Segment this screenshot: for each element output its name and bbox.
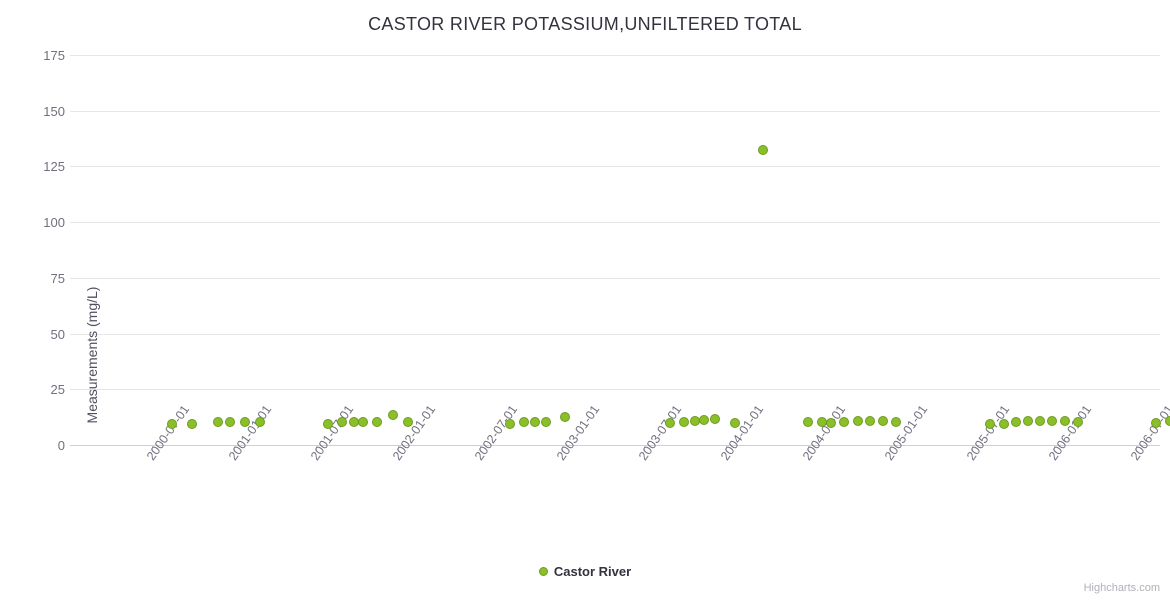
data-point[interactable] [1165,416,1170,426]
data-point[interactable] [530,417,540,427]
gridline [70,278,1160,279]
data-point[interactable] [1151,418,1161,428]
data-point[interactable] [985,419,995,429]
ytick-label: 50 [10,327,65,342]
data-point[interactable] [541,417,551,427]
ytick-label: 100 [10,215,65,230]
data-point[interactable] [878,416,888,426]
plot-area: 175 150 125 100 75 50 25 0 Measurements … [70,55,1160,445]
ytick-label: 125 [10,159,65,174]
data-point[interactable] [891,417,901,427]
legend: Castor River [0,563,1170,581]
data-point[interactable] [358,417,368,427]
gridline [70,55,1160,56]
gridline [70,389,1160,390]
data-point[interactable] [1060,416,1070,426]
xtick-label: 2006-01-01 [1046,403,1094,463]
ytick-label: 0 [10,438,65,453]
data-point[interactable] [826,418,836,428]
gridline [70,334,1160,335]
data-point[interactable] [679,417,689,427]
data-point[interactable] [187,419,197,429]
data-point[interactable] [803,417,813,427]
xtick-label: 2002-07-01 [472,403,520,463]
xtick-label: 2003-07-01 [636,403,684,463]
data-point[interactable] [730,418,740,428]
data-point[interactable] [505,419,515,429]
credits-label: Highcharts.com [1084,582,1160,594]
xtick-label: 2006-07-01 [1128,403,1170,463]
data-point[interactable] [323,419,333,429]
data-point[interactable] [403,417,413,427]
data-point[interactable] [1073,417,1083,427]
ytick-label: 75 [10,271,65,286]
xtick-label: 2004-07-01 [800,403,848,463]
data-point[interactable] [519,417,529,427]
xtick-label: 2004-01-01 [718,403,766,463]
xtick-label: 2005-01-01 [882,403,930,463]
yaxis-title: Measurements (mg/L) [84,287,100,424]
data-point[interactable] [710,414,720,424]
data-point[interactable] [699,415,709,425]
xtick-label: 2000-07-01 [144,403,192,463]
legend-label: Castor River [554,564,631,579]
xtick-label: 2001-07-01 [308,403,356,463]
data-point[interactable] [853,416,863,426]
data-point[interactable] [388,410,398,420]
data-point[interactable] [372,417,382,427]
data-point[interactable] [337,417,347,427]
xtick-label: 2005-07-01 [964,403,1012,463]
data-point[interactable] [1011,417,1021,427]
data-point[interactable] [240,417,250,427]
data-point[interactable] [1047,416,1057,426]
data-point[interactable] [167,419,177,429]
data-point[interactable] [560,412,570,422]
gridline [70,222,1160,223]
chart-container: CASTOR RIVER POTASSIUM,UNFILTERED TOTAL … [0,0,1170,600]
ytick-label: 150 [10,104,65,119]
data-point[interactable] [213,417,223,427]
xtick-label: 2001-01-01 [226,403,274,463]
legend-item-castor-river[interactable]: Castor River [539,564,631,579]
data-point[interactable] [865,416,875,426]
data-point[interactable] [255,417,265,427]
gridline [70,166,1160,167]
gridline [70,111,1160,112]
data-point[interactable] [665,418,675,428]
data-point[interactable] [999,419,1009,429]
chart-title: CASTOR RIVER POTASSIUM,UNFILTERED TOTAL [0,0,1170,35]
data-point[interactable] [1035,416,1045,426]
legend-marker-icon [539,567,548,576]
ytick-label: 175 [10,48,65,63]
data-point[interactable] [1023,416,1033,426]
ytick-label: 25 [10,382,65,397]
data-point[interactable] [758,145,768,155]
data-point[interactable] [839,417,849,427]
data-point[interactable] [225,417,235,427]
